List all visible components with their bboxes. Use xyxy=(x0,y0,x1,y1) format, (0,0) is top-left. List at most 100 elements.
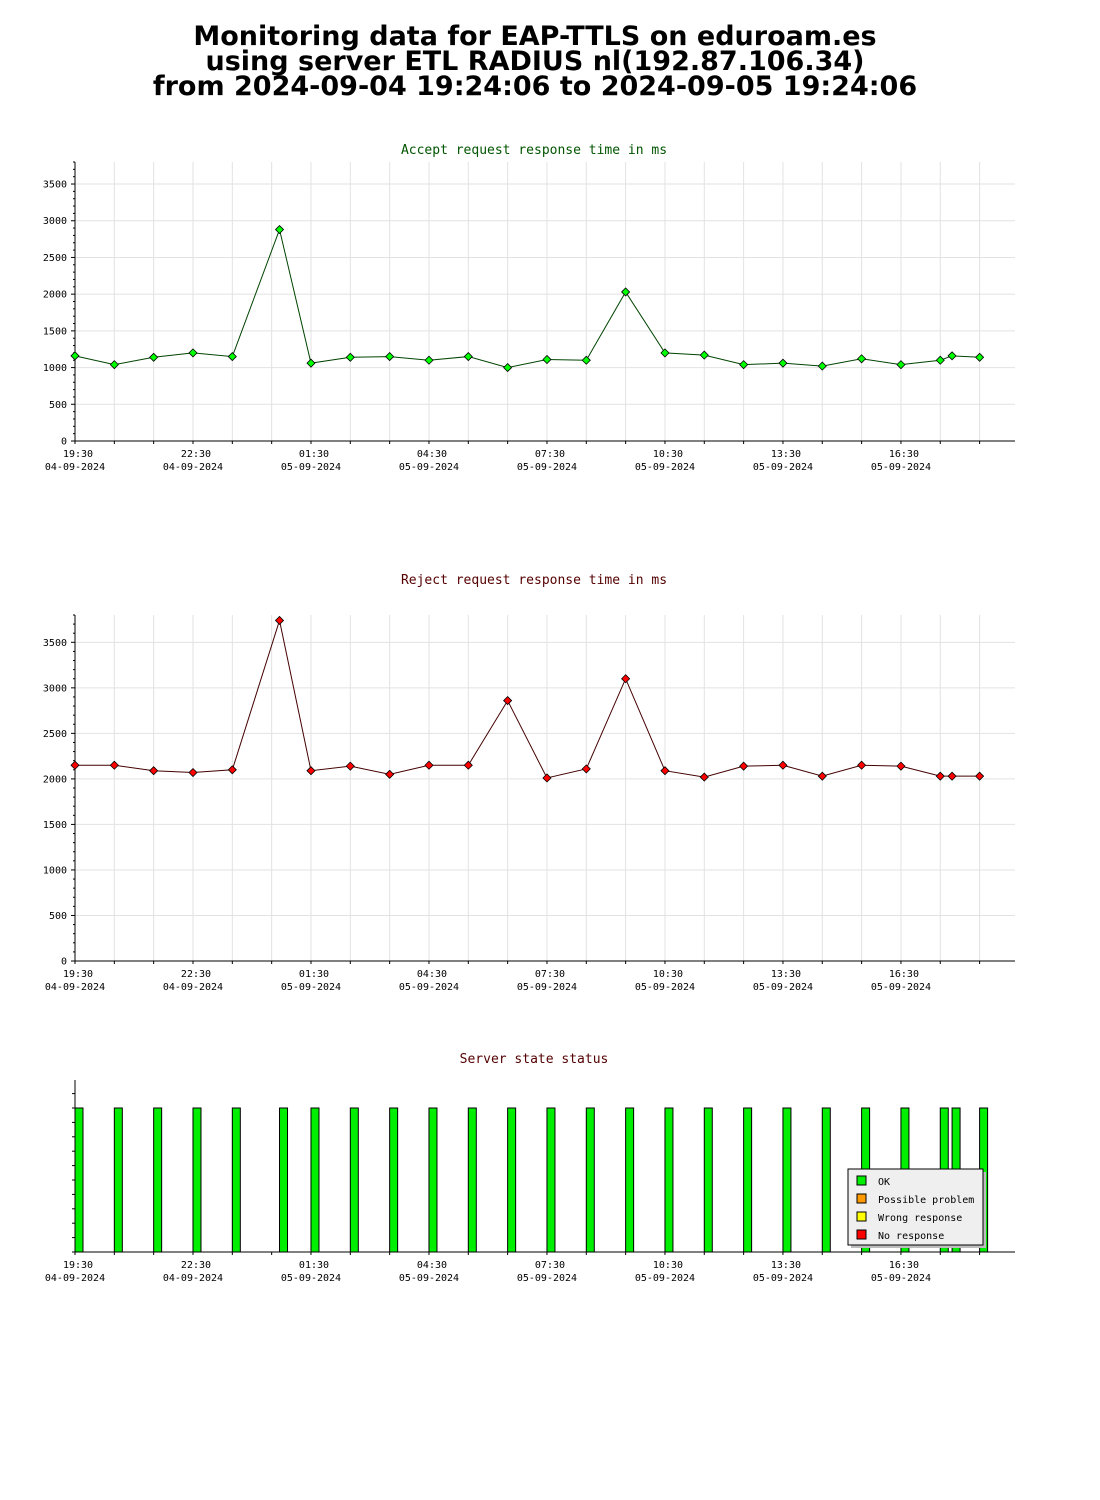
accept-point xyxy=(463,352,473,362)
reject-x-tick-label-date: 05-09-2024 xyxy=(635,982,695,993)
title-line-3: from 2024-09-04 19:24:06 to 2024-09-05 1… xyxy=(152,71,918,102)
legend-swatch xyxy=(856,1193,867,1204)
accept-point xyxy=(935,355,945,365)
reject-x-tick-label-time: 22:30 xyxy=(181,969,211,980)
status-x-tick-label-time: 07:30 xyxy=(535,1260,565,1271)
status-bar xyxy=(389,1107,399,1253)
accept-series-line xyxy=(74,227,980,369)
status-x-tick-label-time: 16:30 xyxy=(889,1260,919,1271)
accept-point xyxy=(621,287,631,297)
accept-point xyxy=(857,354,867,364)
accept-point xyxy=(660,348,670,358)
status-x-tick-label-time: 01:30 xyxy=(299,1260,329,1271)
reject-title: Reject request response time in ms xyxy=(401,573,667,588)
reject-point xyxy=(621,674,631,684)
legend-swatch xyxy=(856,1229,867,1240)
reject-point xyxy=(699,772,709,782)
status-x-tick-label-time: 22:30 xyxy=(181,1260,211,1271)
reject-x-tick-label-date: 05-09-2024 xyxy=(399,982,459,993)
status-bar xyxy=(821,1107,831,1253)
reject-point xyxy=(975,771,985,781)
reject-series-line xyxy=(75,618,980,779)
reject-point xyxy=(188,767,198,778)
reject-point xyxy=(542,773,552,783)
status-x-tick-label-date: 05-09-2024 xyxy=(399,1273,459,1284)
status-bar xyxy=(310,1107,320,1253)
status-bar xyxy=(703,1107,713,1253)
accept-x-tick-label-time: 16:30 xyxy=(889,449,919,460)
reject-x-tick-label-date: 05-09-2024 xyxy=(517,982,577,993)
reject-point xyxy=(778,760,788,770)
status-x-tick-label-time: 04:30 xyxy=(417,1260,447,1271)
status-x-tick-label-time: 10:30 xyxy=(653,1260,683,1271)
title-line-2: using server ETL RADIUS nl(192.87.106.34… xyxy=(205,46,865,77)
status-x-tick-label-time: 19:30 xyxy=(63,1260,93,1271)
reject-point xyxy=(660,766,670,776)
reject-x-tick-label-time: 10:30 xyxy=(653,969,683,980)
accept-y-tick-label: 3000 xyxy=(43,216,67,227)
reject-x-tick-label-date: 05-09-2024 xyxy=(871,982,931,993)
legend-label: Possible problem xyxy=(878,1195,974,1206)
reject-point xyxy=(503,696,513,706)
status-x-tick-label-date: 05-09-2024 xyxy=(871,1273,931,1284)
status-x-tick-label-date: 05-09-2024 xyxy=(517,1273,577,1284)
status-bar xyxy=(782,1107,792,1253)
status-bar xyxy=(279,1107,289,1253)
accept-point xyxy=(581,355,591,365)
reject-point xyxy=(947,771,957,781)
legend-swatch xyxy=(856,1211,867,1222)
accept-y-tick-label: 500 xyxy=(49,400,67,411)
accept-x-tick-label-date: 05-09-2024 xyxy=(281,462,341,473)
accept-x-tick-label-time: 13:30 xyxy=(771,449,801,460)
accept-x-tick-label-date: 05-09-2024 xyxy=(753,462,813,473)
accept-point xyxy=(975,352,985,362)
status-title: Server state status xyxy=(460,1052,609,1067)
status-bar xyxy=(625,1107,635,1253)
reject-point xyxy=(935,771,945,781)
accept-y-tick-label: 2500 xyxy=(43,253,67,264)
reject-point xyxy=(70,760,80,770)
reject-y-tick-label: 1000 xyxy=(43,865,67,876)
reject-point xyxy=(345,761,355,771)
reject-x-tick-label-time: 13:30 xyxy=(771,969,801,980)
accept-point xyxy=(274,224,285,235)
reject-x-tick-label-time: 01:30 xyxy=(299,969,329,980)
title-line-1: Monitoring data for EAP-TTLS on eduroam.… xyxy=(193,21,877,52)
status-bar xyxy=(428,1107,438,1253)
reject-x-tick-label-date: 04-09-2024 xyxy=(163,982,223,993)
accept-point xyxy=(188,348,198,358)
reject-x-tick-label-time: 19:30 xyxy=(63,969,93,980)
status-bar xyxy=(467,1107,477,1253)
reject-y-tick-label: 0 xyxy=(61,957,67,968)
legend-swatch xyxy=(856,1175,867,1186)
status-x-tick-label-date: 05-09-2024 xyxy=(635,1273,695,1284)
accept-y-tick-label: 1500 xyxy=(43,326,67,337)
status-bar xyxy=(113,1107,123,1253)
reject-x-tick-label-date: 04-09-2024 xyxy=(45,982,105,993)
status-bar xyxy=(153,1107,163,1253)
reject-x-tick-label-date: 05-09-2024 xyxy=(753,982,813,993)
accept-y-tick-label: 1000 xyxy=(43,363,67,374)
reject-y-tick-label: 1500 xyxy=(43,820,67,831)
status-bar xyxy=(743,1107,753,1253)
accept-y-tick-label: 3500 xyxy=(43,180,67,191)
reject-point xyxy=(227,765,237,775)
accept-x-tick-label-date: 04-09-2024 xyxy=(163,462,223,473)
accept-x-tick-label-date: 05-09-2024 xyxy=(399,462,459,473)
accept-y-tick-label: 2000 xyxy=(43,290,67,301)
accept-point xyxy=(227,352,237,362)
reject-x-tick-label-time: 16:30 xyxy=(889,969,919,980)
reject-point xyxy=(424,760,434,770)
page-title: Monitoring data for EAP-TTLS on eduroam.… xyxy=(0,21,1070,102)
reject-y-tick-label: 500 xyxy=(49,911,67,922)
reject-point xyxy=(109,760,119,770)
accept-x-tick-label-time: 04:30 xyxy=(417,449,447,460)
reject-point xyxy=(817,771,827,781)
accept-x-tick-label-time: 10:30 xyxy=(653,449,683,460)
accept-point xyxy=(149,352,159,362)
status-x-tick-label-time: 13:30 xyxy=(771,1260,801,1271)
legend-box xyxy=(847,1168,984,1246)
reject-point xyxy=(149,766,159,776)
reject-point xyxy=(857,760,867,770)
legend-label: OK xyxy=(878,1177,890,1188)
